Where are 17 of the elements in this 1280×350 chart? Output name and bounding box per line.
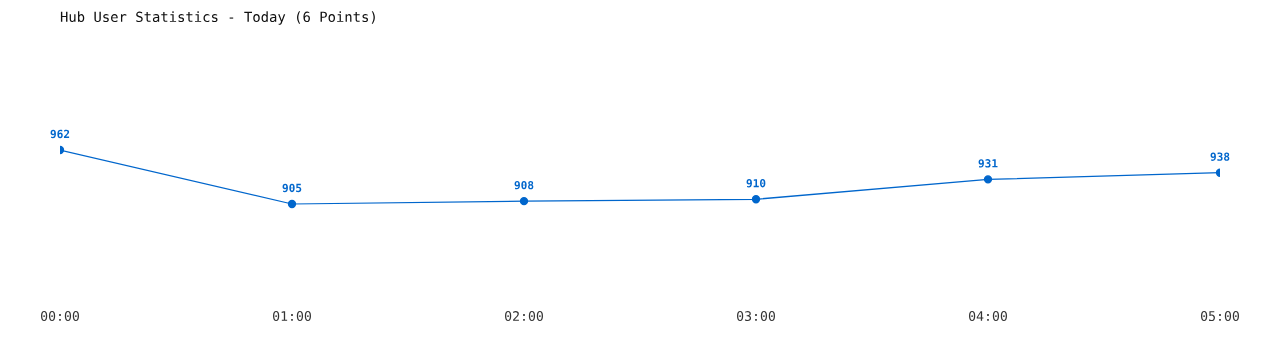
x-tick-label: 01:00 <box>273 311 311 322</box>
x-tick-label: 05:00 <box>1201 311 1239 322</box>
data-label: 908 <box>514 180 534 190</box>
point <box>983 175 993 184</box>
point <box>751 195 761 204</box>
data-label: 931 <box>978 159 998 168</box>
x-tick-label: 02:00 <box>505 311 543 322</box>
x-tick-label: 03:00 <box>737 311 775 322</box>
x-tick-label: 00:00 <box>41 311 79 322</box>
point <box>519 196 529 206</box>
point <box>287 199 297 209</box>
data-label: 905 <box>282 183 302 193</box>
x-tick-label: 04:00 <box>969 311 1007 322</box>
data-label: 962 <box>50 129 70 139</box>
chart-title: Hub User Statistics - Today (6 Points) <box>60 11 375 25</box>
data-label: 938 <box>1210 152 1230 161</box>
data-label: 910 <box>746 178 766 188</box>
